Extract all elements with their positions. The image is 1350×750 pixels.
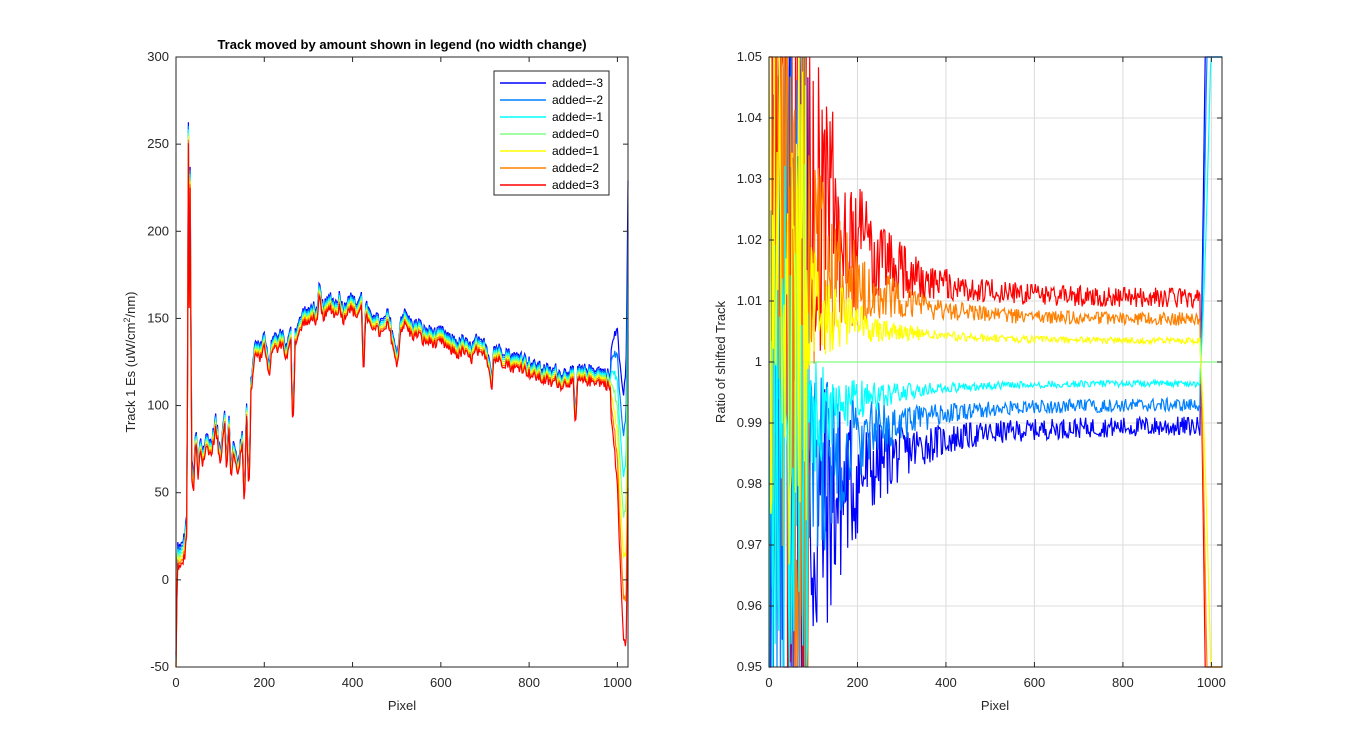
x-tick-label-left: 600 <box>430 675 452 690</box>
x-axis-label-right: Pixel <box>981 698 1009 713</box>
right-series-lines <box>768 56 1222 668</box>
y-tick-label-right: 1.01 <box>737 293 762 308</box>
legend-box <box>493 70 610 196</box>
x-tick-label-left: 800 <box>518 675 540 690</box>
series-line-right-4 <box>768 56 1222 668</box>
y-tick-label-right: 1.04 <box>737 110 762 125</box>
x-tick-label-right: 200 <box>847 675 869 690</box>
y-tick-label-right: 0.95 <box>737 659 762 674</box>
y-tick-label-left: 300 <box>147 49 169 64</box>
left-series-lines <box>175 122 629 668</box>
y-tick-label-left: 150 <box>147 310 169 325</box>
series-line-left-6 <box>175 143 629 668</box>
legend-label: added=3 <box>552 178 599 192</box>
x-tick-label-right: 600 <box>1024 675 1046 690</box>
y-tick-label-right: 0.96 <box>737 598 762 613</box>
right-ticks: 0 200 400 600 800 1000 0.95 0.96 0.97 0.98 0.99 1 1.… <box>737 49 1226 690</box>
x-tick-label-left: 1000 <box>603 675 632 690</box>
y-tick-label-left: 250 <box>147 136 169 151</box>
x-axis-label-left: Pixel <box>388 698 416 713</box>
legend-label: added=2 <box>552 161 599 175</box>
legend: added=-3 added=-2 added=-1 added=0 added=1 ad… <box>493 70 610 196</box>
y-tick-label-left: 200 <box>147 223 169 238</box>
y-tick-label-right: 0.99 <box>737 415 762 430</box>
y-axis-label-left: Track 1 Es (uW/cm2/nm) <box>122 291 138 432</box>
legend-label: added=-1 <box>552 110 603 124</box>
y-tick-label-right: 0.97 <box>737 537 762 552</box>
y-tick-label-left: -50 <box>150 659 169 674</box>
legend-label: added=-3 <box>552 76 603 90</box>
legend-label: added=-2 <box>552 93 603 107</box>
x-tick-label-left: 0 <box>172 675 179 690</box>
chart-right: 0 200 400 600 800 1000 0.95 0.96 0.97 0.98 0.99 1 1.… <box>713 49 1226 713</box>
x-tick-label-left: 200 <box>253 675 275 690</box>
x-tick-label-right: 0 <box>765 675 772 690</box>
chart-title-left: Track moved by amount shown in legend (n… <box>217 37 586 52</box>
legend-label: added=0 <box>552 127 599 141</box>
legend-label: added=1 <box>552 144 599 158</box>
series-line-right-2 <box>768 56 1222 668</box>
y-axis-label-left-main: Track 1 Es (uW/cm <box>123 322 138 432</box>
y-tick-label-right: 1.03 <box>737 171 762 186</box>
series-line-right-1 <box>769 56 1222 668</box>
series-line-right-6 <box>769 56 1222 668</box>
legend-items: added=-3 added=-2 added=-1 added=0 added=1 ad… <box>500 76 603 192</box>
y-tick-label-right: 0.98 <box>737 476 762 491</box>
axes-box-left <box>175 56 629 668</box>
y-tick-label-right: 1.02 <box>737 232 762 247</box>
y-tick-label-left: 100 <box>147 398 169 413</box>
y-tick-label-left: 0 <box>162 572 169 587</box>
y-tick-label-right: 1 <box>755 354 762 369</box>
y-axis-label-left-sup: 2 <box>122 317 132 322</box>
y-axis-label-left-tail: /nm) <box>123 291 138 317</box>
y-tick-label-left: 50 <box>155 485 169 500</box>
y-tick-label-right: 1.05 <box>737 49 762 64</box>
x-tick-label-right: 800 <box>1112 675 1134 690</box>
y-axis-label-right: Ratio of shifted Track <box>713 300 728 423</box>
x-tick-label-right: 1000 <box>1197 675 1226 690</box>
series-line-right-0 <box>769 56 1222 668</box>
x-tick-label-right: 400 <box>935 675 957 690</box>
x-tick-label-left: 400 <box>342 675 364 690</box>
